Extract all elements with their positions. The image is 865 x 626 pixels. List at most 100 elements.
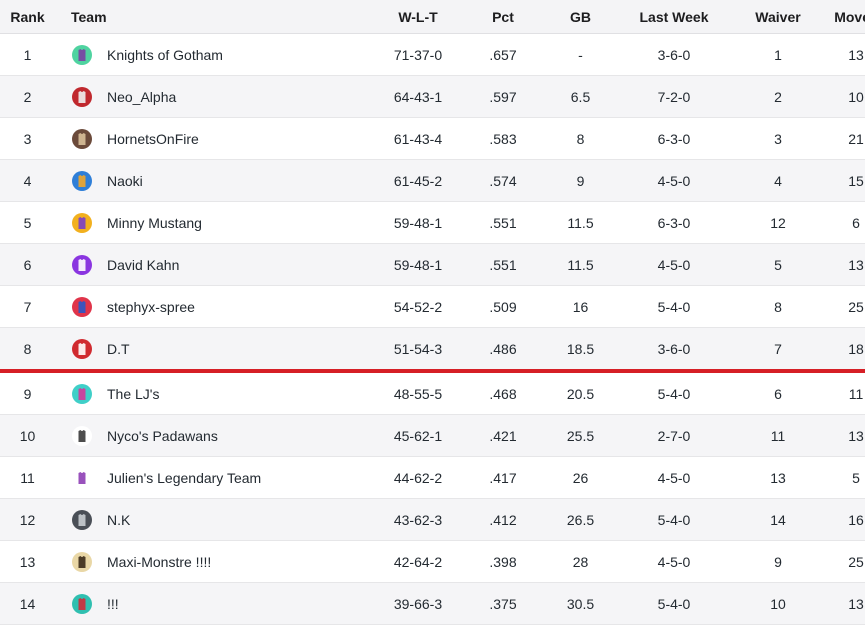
header-last-week[interactable]: Last Week (623, 0, 725, 34)
wlt-cell: 61-43-4 (368, 117, 468, 160)
mint-jersey-icon[interactable] (72, 44, 92, 65)
team-cell: D.T (55, 327, 368, 373)
moves-cell: 13 (831, 33, 865, 76)
gray-jersey-icon[interactable] (72, 509, 92, 530)
team-name-link[interactable]: !!! (107, 595, 119, 612)
pct-cell: .412 (468, 498, 538, 541)
wlt-cell: 71-37-0 (368, 33, 468, 76)
rank-cell: 10 (0, 414, 55, 457)
gb-cell: 26 (538, 456, 623, 499)
waiver-cell: 4 (725, 159, 831, 202)
pct-cell: .574 (468, 159, 538, 202)
header-moves[interactable]: Moves (831, 0, 865, 34)
team-name-link[interactable]: Julien's Legendary Team (107, 469, 262, 486)
header-team[interactable]: Team (55, 0, 368, 34)
red-blue-jersey-icon[interactable] (72, 296, 92, 317)
team-name-link[interactable]: Minny Mustang (107, 214, 202, 231)
moves-cell: 13 (831, 243, 865, 286)
team-name-link[interactable]: Maxi-Monstre !!!! (107, 553, 212, 570)
pct-cell: .421 (468, 414, 538, 457)
teal-red-jersey-icon[interactable] (72, 593, 92, 614)
wlt-cell: 59-48-1 (368, 243, 468, 286)
team-name-link[interactable]: N.K (107, 511, 131, 528)
team-name-link[interactable]: The LJ's (107, 385, 160, 402)
pct-cell: .551 (468, 243, 538, 286)
waiver-cell: 11 (725, 414, 831, 457)
rank-cell: 9 (0, 371, 55, 415)
purple-jersey-icon[interactable] (72, 254, 92, 275)
standings-header-row: Rank Team W-L-T Pct GB Last Week Waiver … (0, 0, 865, 34)
waiver-cell: 14 (725, 498, 831, 541)
purple-tank-icon[interactable] (72, 467, 92, 488)
last-week-cell: 6-3-0 (623, 201, 725, 244)
gb-cell: 16 (538, 285, 623, 328)
last-week-cell: 4-5-0 (623, 456, 725, 499)
table-row: 4 Naoki 61-45-2 .574 9 4-5-0 4 15 (0, 159, 865, 202)
teal-jersey-icon[interactable] (72, 383, 92, 404)
gb-cell: 30.5 (538, 582, 623, 625)
moves-cell: 25 (831, 540, 865, 583)
pct-cell: .375 (468, 582, 538, 625)
wlt-cell: 42-64-2 (368, 540, 468, 583)
last-week-cell: 4-5-0 (623, 159, 725, 202)
table-row: 7 stephyx-spree 54-52-2 .509 16 5-4-0 8 … (0, 285, 865, 328)
team-name-link[interactable]: Neo_Alpha (107, 88, 177, 105)
waiver-cell: 10 (725, 582, 831, 625)
moves-cell: 16 (831, 498, 865, 541)
moves-cell: 15 (831, 159, 865, 202)
team-name-link[interactable]: D.T (107, 340, 130, 357)
red-face-icon[interactable] (72, 338, 92, 359)
team-cell: !!! (55, 582, 368, 625)
team-cell: Nyco's Padawans (55, 414, 368, 457)
table-row: 8 D.T 51-54-3 .486 18.5 3-6-0 7 18 (0, 327, 865, 373)
last-week-cell: 6-3-0 (623, 117, 725, 160)
header-gb[interactable]: GB (538, 0, 623, 34)
team-cell: David Kahn (55, 243, 368, 286)
table-row: 2 Neo_Alpha 64-43-1 .597 6.5 7-2-0 2 10 (0, 75, 865, 118)
team-cell: HornetsOnFire (55, 117, 368, 160)
pct-cell: .657 (468, 33, 538, 76)
rank-cell: 3 (0, 117, 55, 160)
header-waiver[interactable]: Waiver (725, 0, 831, 34)
last-week-cell: 5-4-0 (623, 371, 725, 415)
team-cell: Minny Mustang (55, 201, 368, 244)
wlt-cell: 51-54-3 (368, 327, 468, 373)
gold-jersey-icon[interactable] (72, 212, 92, 233)
header-rank[interactable]: Rank (0, 0, 55, 34)
moves-cell: 18 (831, 327, 865, 373)
waiver-cell: 1 (725, 33, 831, 76)
header-pct[interactable]: Pct (468, 0, 538, 34)
header-wlt[interactable]: W-L-T (368, 0, 468, 34)
red-avatar-icon[interactable] (72, 86, 92, 107)
team-name-link[interactable]: Nyco's Padawans (107, 427, 218, 444)
team-name-link[interactable]: Knights of Gotham (107, 46, 223, 63)
rank-cell: 11 (0, 456, 55, 499)
wlt-cell: 45-62-1 (368, 414, 468, 457)
team-name-link[interactable]: stephyx-spree (107, 298, 195, 315)
team-name-link[interactable]: HornetsOnFire (107, 130, 199, 147)
team-name-link[interactable]: David Kahn (107, 256, 180, 273)
wlt-cell: 44-62-2 (368, 456, 468, 499)
last-week-cell: 7-2-0 (623, 75, 725, 118)
waiver-cell: 7 (725, 327, 831, 373)
last-week-cell: 2-7-0 (623, 414, 725, 457)
team-name-link[interactable]: Naoki (107, 172, 143, 189)
team-cell: Knights of Gotham (55, 33, 368, 76)
table-row: 14 !!! 39-66-3 .375 30.5 5-4-0 10 13 (0, 582, 865, 625)
moves-cell: 13 (831, 414, 865, 457)
moves-cell: 11 (831, 371, 865, 415)
gb-cell: 25.5 (538, 414, 623, 457)
hornet-avatar-icon[interactable] (72, 128, 92, 149)
waiver-cell: 8 (725, 285, 831, 328)
rank-cell: 5 (0, 201, 55, 244)
table-row: 3 HornetsOnFire 61-43-4 .583 8 6-3-0 3 2… (0, 117, 865, 160)
moves-cell: 5 (831, 456, 865, 499)
rank-cell: 8 (0, 327, 55, 373)
gb-cell: 8 (538, 117, 623, 160)
monster-icon[interactable] (72, 551, 92, 572)
wlt-cell: 59-48-1 (368, 201, 468, 244)
character-icon[interactable] (72, 425, 92, 446)
table-row: 1 Knights of Gotham 71-37-0 .657 - 3-6-0… (0, 33, 865, 76)
moves-cell: 13 (831, 582, 865, 625)
blue-jersey-icon[interactable] (72, 170, 92, 191)
